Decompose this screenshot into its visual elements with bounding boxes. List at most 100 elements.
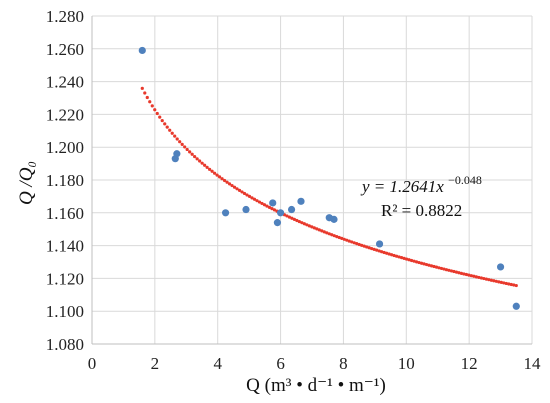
trendline-dot — [320, 229, 324, 233]
trendline-dot — [427, 263, 431, 267]
trendline-dot — [205, 165, 209, 169]
trendline-dot — [173, 134, 177, 138]
trendline-dot — [267, 205, 272, 209]
trendline-dot — [327, 232, 331, 236]
trendline-dot — [185, 147, 189, 152]
trendline-dot — [477, 275, 481, 280]
trendline-dot — [512, 283, 516, 287]
trendline-dot — [145, 95, 149, 100]
trendline-dot — [419, 261, 424, 265]
trendline-dot — [372, 247, 376, 251]
trend-equation-base: y = 1.2641x — [360, 177, 444, 196]
trendline-dot — [247, 194, 252, 199]
data-point — [173, 150, 181, 158]
trendline-dot — [265, 204, 269, 208]
trendline-dot — [330, 233, 334, 237]
y-tick-label: 1.220 — [46, 105, 84, 124]
trendline-dot — [175, 137, 179, 141]
trendline-dot — [507, 282, 511, 286]
data-point — [375, 240, 384, 248]
trendline-dot — [198, 159, 202, 163]
y-axis-label: Q /Q₀ — [16, 161, 37, 205]
trendline-dot — [350, 240, 354, 244]
trendline-dot — [417, 260, 421, 265]
trendline-dot — [340, 236, 344, 241]
data-point — [276, 209, 285, 217]
data-point — [138, 46, 146, 55]
trendline-dot — [345, 238, 349, 242]
trendline-dot — [444, 268, 449, 272]
trendline-dot — [148, 100, 152, 104]
trendline-dot — [434, 265, 439, 269]
trendline-dot — [165, 125, 169, 129]
trendline-dot — [395, 254, 399, 258]
x-axis-label: Q (m³ • d⁻¹ • m⁻¹) — [246, 375, 386, 396]
trendline-dot — [482, 276, 486, 281]
trendline-dot — [285, 214, 289, 218]
trendline-dot — [497, 280, 501, 284]
trendline-dot — [362, 244, 366, 248]
data-point — [330, 215, 338, 223]
trendline-dot — [178, 140, 182, 144]
trendline-dot — [220, 177, 224, 181]
y-tick-label: 1.180 — [46, 171, 84, 190]
trendline-dot — [307, 224, 311, 228]
trendline-dot — [397, 255, 401, 259]
trendline-dot — [190, 152, 194, 156]
trendline-dot — [509, 282, 513, 287]
trendline-dot — [237, 188, 242, 192]
trendline-dot — [375, 248, 379, 252]
y-tick-label: 1.240 — [46, 73, 84, 92]
trendline-dot — [245, 193, 249, 197]
trendline-dot — [143, 91, 147, 95]
trendline-dot — [452, 269, 456, 274]
trendline-dot — [487, 278, 491, 282]
trendline-dot — [163, 122, 167, 126]
trendline-dot — [337, 235, 341, 240]
trendline-dot — [180, 142, 184, 146]
trendline-dot — [409, 258, 414, 263]
trendline-dot — [287, 215, 291, 219]
trendline-dot — [474, 275, 478, 279]
trendline-dot — [312, 226, 316, 230]
trendline-dot — [322, 230, 326, 234]
trendline-dot — [250, 196, 254, 200]
trendline-dot — [272, 208, 277, 212]
trendline-dot — [210, 169, 214, 173]
trendline-dot — [193, 154, 197, 159]
trendline-dot — [462, 272, 466, 276]
trendline-dot — [200, 161, 204, 165]
trendline-dot — [342, 237, 346, 241]
y-tick-label: 1.140 — [46, 237, 84, 256]
trendline-dot — [504, 281, 508, 286]
trendline-dot — [235, 187, 239, 191]
data-point — [269, 199, 277, 207]
trendline-dot — [479, 276, 483, 280]
trendline-dot — [215, 173, 219, 177]
data-point — [242, 205, 250, 214]
trendline-dot — [168, 128, 172, 132]
trendline-dot — [459, 271, 464, 275]
x-tick-label: 12 — [461, 354, 478, 373]
trendline-dot — [302, 222, 306, 226]
trendline-dot — [469, 274, 474, 278]
trendline-dot — [260, 201, 264, 206]
trendline-dot — [464, 272, 469, 277]
trend-equation: y = 1.2641x −0.048 — [360, 173, 482, 196]
trendline-dot — [290, 216, 294, 220]
trendline-dot — [203, 163, 207, 167]
trendline-dot — [160, 118, 164, 123]
trendline-dot — [367, 246, 371, 250]
trendline-dot — [404, 257, 409, 261]
trendline-dot — [494, 279, 498, 283]
trendline-dot — [370, 246, 374, 251]
trendline-dot — [355, 242, 359, 246]
trendline-dot — [295, 218, 299, 223]
trendline-dot — [257, 200, 262, 204]
trendline-dot — [377, 249, 381, 253]
trend-equation-exponent: −0.048 — [448, 173, 482, 187]
data-point — [297, 197, 305, 205]
trendline-dot — [432, 264, 436, 269]
trendline-dot — [230, 183, 234, 188]
